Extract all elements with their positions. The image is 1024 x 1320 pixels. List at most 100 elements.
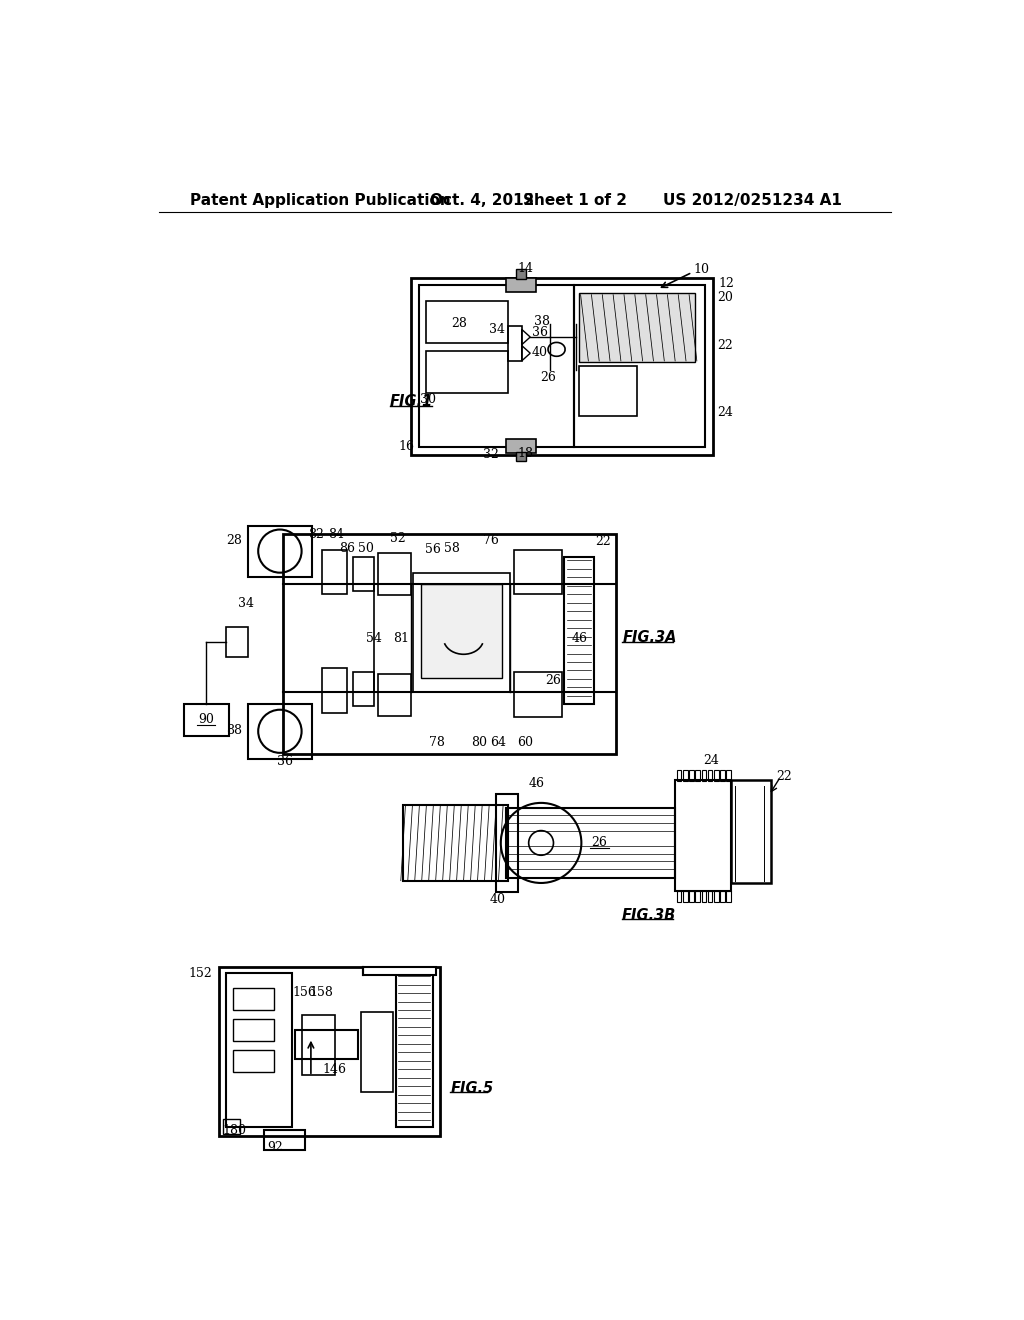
Bar [233, 1019, 273, 1040]
Text: FIG.5: FIG.5 [451, 1081, 494, 1096]
Bar [683, 770, 687, 781]
Text: 22: 22 [717, 339, 733, 352]
Text: 81: 81 [393, 631, 410, 644]
Text: Patent Application Publication: Patent Application Publication [190, 193, 451, 209]
Text: 36: 36 [278, 755, 293, 768]
Text: 40: 40 [489, 894, 506, 907]
Text: Sheet 1 of 2: Sheet 1 of 2 [523, 193, 628, 209]
Text: FIG.1: FIG.1 [390, 395, 433, 409]
Text: 18: 18 [517, 446, 534, 459]
Bar [352, 672, 375, 706]
Bar [362, 966, 436, 974]
Text: 64: 64 [490, 735, 507, 748]
Bar [322, 668, 346, 713]
Text: 40: 40 [531, 346, 548, 359]
Bar [378, 675, 411, 715]
Text: FIG.3B: FIG.3B [622, 908, 676, 923]
Text: 50: 50 [358, 543, 374, 556]
Bar [508, 326, 521, 360]
Bar [419, 285, 573, 447]
Text: 34: 34 [489, 323, 506, 335]
Text: 52: 52 [390, 532, 406, 545]
Text: 76: 76 [482, 533, 499, 546]
Text: 22: 22 [595, 536, 611, 548]
Text: US 2012/0251234 A1: US 2012/0251234 A1 [663, 193, 842, 209]
Text: 30: 30 [420, 393, 436, 407]
Text: 58: 58 [444, 541, 460, 554]
Bar [360, 1011, 393, 1093]
Text: 60: 60 [517, 735, 534, 748]
Bar [396, 973, 433, 1127]
Bar [378, 553, 411, 595]
Bar [695, 770, 700, 781]
Text: 86: 86 [339, 543, 355, 556]
Text: 36: 36 [531, 326, 548, 339]
Text: 54: 54 [366, 631, 382, 644]
Bar [506, 277, 536, 292]
Bar [708, 770, 713, 781]
Bar [689, 891, 693, 903]
Text: 158: 158 [309, 986, 333, 999]
Text: 146: 146 [323, 1063, 346, 1076]
Text: 26: 26 [591, 837, 607, 850]
Bar [295, 1030, 358, 1059]
Text: 46: 46 [528, 777, 545, 791]
Bar [496, 793, 518, 892]
Bar [426, 301, 508, 343]
Text: 28: 28 [226, 533, 242, 546]
Text: 26: 26 [545, 675, 561, 686]
Bar [573, 285, 706, 447]
Bar [233, 989, 273, 1010]
Bar [683, 891, 687, 903]
Text: 22: 22 [776, 770, 793, 783]
Bar [677, 891, 681, 903]
Bar [714, 770, 719, 781]
Bar [233, 1051, 273, 1072]
Bar [708, 891, 713, 903]
Bar [720, 770, 725, 781]
Bar [183, 704, 228, 737]
Text: 34: 34 [239, 597, 254, 610]
Text: 10: 10 [693, 263, 710, 276]
Bar [726, 891, 731, 903]
Text: Oct. 4, 2012: Oct. 4, 2012 [430, 193, 535, 209]
Text: 26: 26 [541, 371, 556, 384]
Bar [720, 891, 725, 903]
Text: 88: 88 [226, 723, 242, 737]
Text: 14: 14 [517, 261, 534, 275]
Text: 152: 152 [188, 966, 212, 979]
Bar [701, 770, 707, 781]
Bar [403, 805, 508, 880]
Bar [701, 891, 707, 903]
Text: 80: 80 [471, 735, 487, 748]
Bar [516, 268, 525, 280]
Bar [579, 367, 637, 416]
Text: 16: 16 [398, 440, 415, 453]
Bar [352, 557, 375, 591]
Text: 24: 24 [717, 407, 733, 418]
Bar [516, 451, 525, 461]
Text: 46: 46 [572, 631, 588, 644]
Text: 90: 90 [199, 713, 214, 726]
Text: 56: 56 [425, 543, 440, 556]
Text: 38: 38 [535, 315, 550, 329]
Bar [714, 891, 719, 903]
Bar [677, 770, 681, 781]
Bar [514, 672, 562, 717]
Text: 24: 24 [702, 754, 719, 767]
Bar [226, 627, 248, 657]
Bar [506, 440, 536, 453]
Bar [564, 557, 594, 704]
Text: 156: 156 [292, 986, 316, 999]
Bar [695, 891, 700, 903]
Text: 12: 12 [719, 277, 734, 289]
Text: 32: 32 [482, 447, 499, 461]
Bar [248, 527, 311, 577]
Bar [248, 704, 311, 759]
Text: 82: 82 [308, 528, 325, 541]
Bar [731, 780, 771, 883]
Bar [302, 1015, 335, 1074]
Bar [426, 351, 508, 393]
Text: 20: 20 [717, 290, 733, 304]
Bar [264, 1130, 305, 1150]
